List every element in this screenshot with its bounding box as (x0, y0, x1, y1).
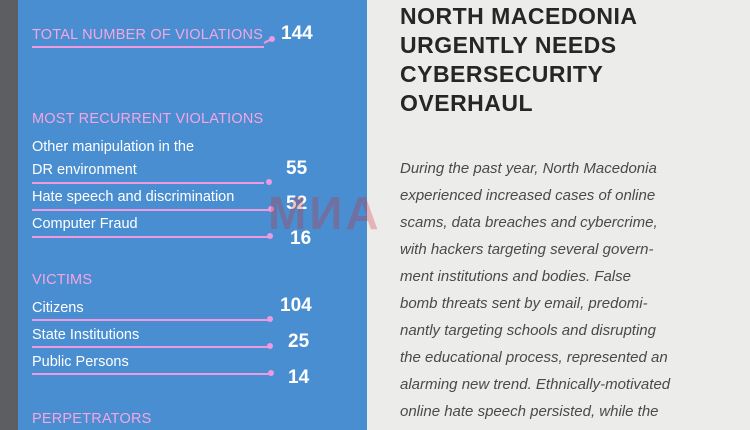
headline-line: CYBERSECURITY (400, 61, 604, 87)
victim-dot (267, 316, 273, 322)
headline-line: OVERHAUL (400, 90, 534, 116)
body-line: experienced increased cases of online (400, 187, 656, 204)
victim-value: 14 (288, 367, 310, 388)
body-line: During the past year, North Macedonia (400, 160, 657, 177)
violation-label: Computer Fraud (32, 216, 138, 232)
victim-underline (32, 346, 268, 348)
violation-underline (32, 209, 270, 211)
headline-line: NORTH MACEDONIA (400, 3, 638, 29)
headline-line: URGENTLY NEEDS (400, 32, 617, 58)
body-line: online hate speech persisted, while the (400, 403, 659, 420)
victim-label: State Institutions (32, 327, 140, 343)
victim-value: 25 (288, 331, 310, 352)
victim-label: Citizens (32, 300, 84, 316)
violation-value: 52 (286, 193, 308, 214)
victim-underline (32, 373, 270, 375)
total-violations-value: 144 (281, 23, 313, 44)
violation-dot (268, 206, 274, 212)
body-line: with hackers targeting several govern- (400, 241, 654, 258)
total-dot (269, 36, 275, 42)
body-line: scams, data breaches and cybercrime, (400, 214, 658, 231)
victim-value: 104 (280, 295, 312, 316)
victim-label: Public Persons (32, 354, 129, 370)
mia-watermark: МИА (268, 187, 382, 239)
violation-dot (267, 233, 273, 239)
recurrent-heading: MOST RECURRENT VIOLATIONS (32, 111, 264, 127)
body-line: alarming new trend. Ethnically-motivated (400, 376, 671, 393)
victim-underline (32, 319, 268, 321)
body-line: ment institutions and bodies. False (400, 268, 631, 285)
article-headline: NORTH MACEDONIA URGENTLY NEEDS CYBERSECU… (400, 2, 740, 118)
total-violations-label: TOTAL NUMBER OF VIOLATIONS (32, 27, 264, 43)
violation-underline (32, 182, 264, 184)
victim-dot (267, 343, 273, 349)
victims-heading: VICTIMS (32, 272, 93, 288)
body-line: the educational process, represented an (400, 349, 668, 366)
violation-underline (32, 236, 268, 238)
violation-value: 16 (290, 228, 312, 249)
violation-label: Hate speech and discrimination (32, 189, 235, 205)
violation-label: Other manipulation in the (32, 139, 195, 155)
body-line: nantly targeting schools and disrupting (400, 322, 656, 339)
total-underline (32, 46, 264, 48)
violation-label: DR environment (32, 162, 137, 178)
victim-dot (268, 370, 274, 376)
article-column: NORTH MACEDONIA URGENTLY NEEDS CYBERSECU… (367, 0, 750, 430)
violation-value: 55 (286, 158, 308, 179)
article-body: During the past year, North Macedonia ex… (400, 155, 677, 425)
infographic-panel: TOTAL NUMBER OF VIOLATIONS 144 MOST RECU… (18, 0, 367, 430)
perpetrators-heading: PERPETRATORS (32, 411, 152, 427)
body-line: bomb threats sent by email, predomi- (400, 295, 648, 312)
left-edge-strip (0, 0, 18, 430)
violation-dot (266, 179, 272, 185)
